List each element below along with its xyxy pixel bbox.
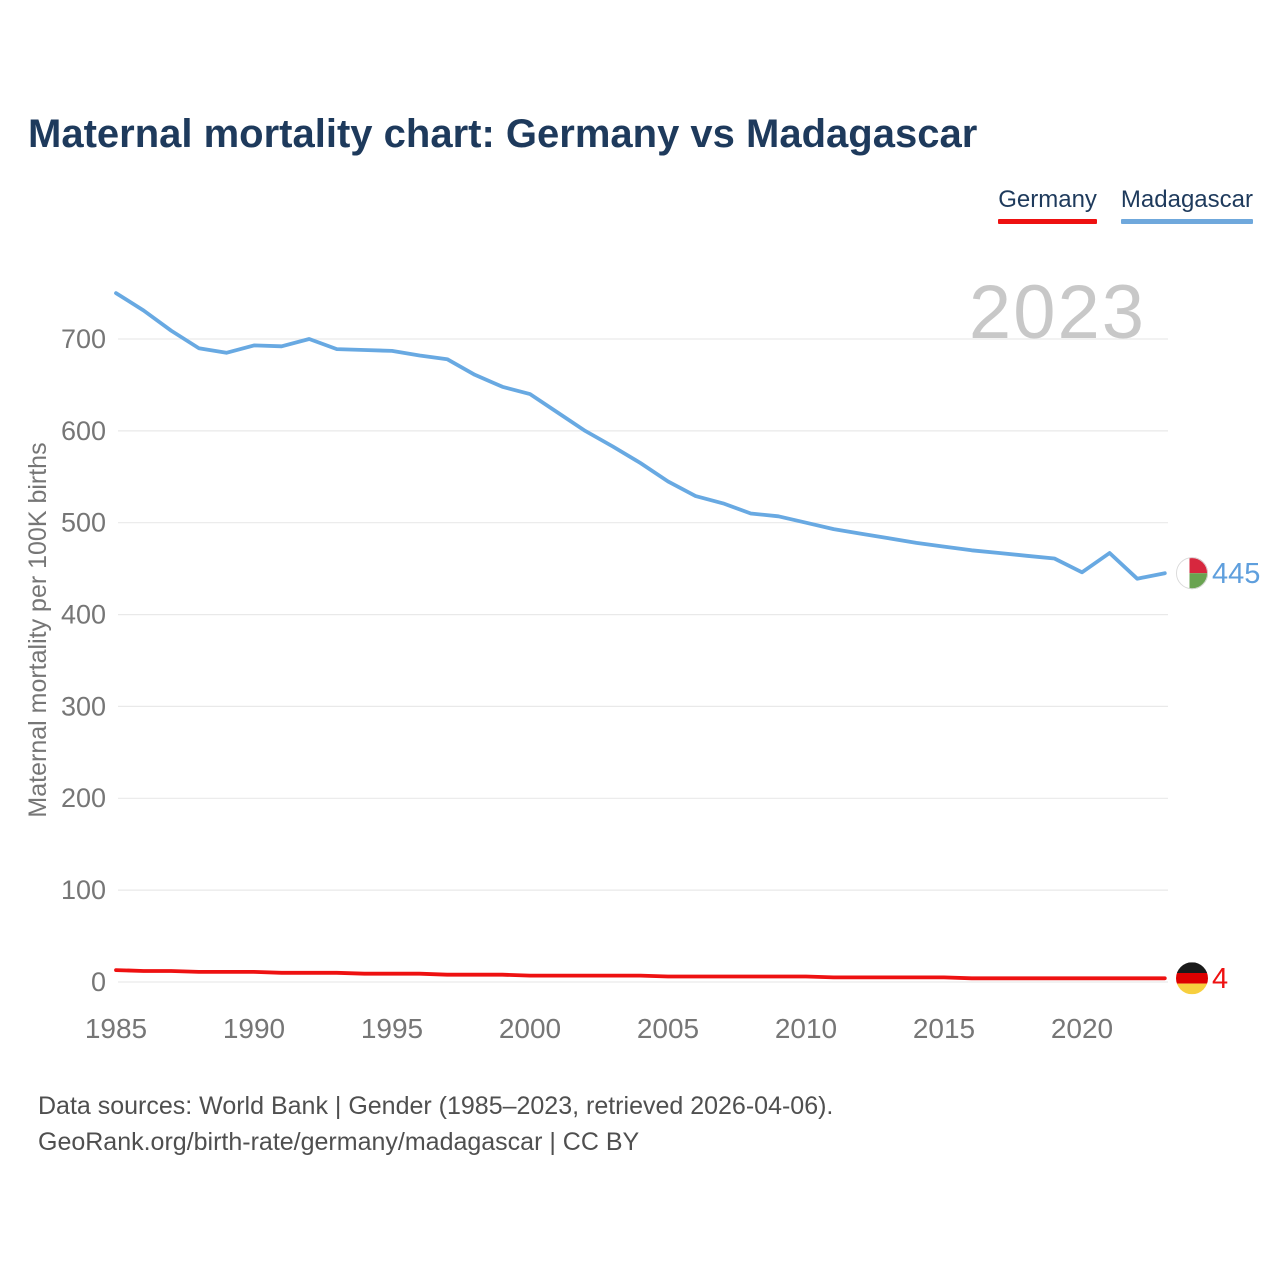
madagascar-line: [114, 291, 1167, 581]
x-tick-label: 2020: [1051, 1013, 1113, 1044]
y-tick-label: 0: [91, 967, 106, 997]
footer: Data sources: World Bank | Gender (1985–…: [38, 1088, 833, 1160]
germany-line: [114, 968, 1167, 981]
germany-color-swatch: [998, 219, 1097, 224]
legend-label-madagascar: Madagascar: [1120, 186, 1253, 213]
page-title: Maternal mortality chart: Germany vs Mad…: [28, 112, 978, 156]
madagascar-flag-icon: [1176, 557, 1208, 590]
year-watermark: 2023: [969, 270, 1146, 355]
x-tick-label: 2005: [637, 1013, 699, 1044]
legend-label-germany: Germany: [998, 186, 1097, 213]
legend-item-madagascar[interactable]: Madagascar: [1120, 186, 1253, 224]
y-tick-label: 400: [61, 600, 106, 630]
y-tick-label: 200: [61, 783, 106, 813]
y-tick-label: 300: [61, 691, 106, 721]
y-tick-label: 500: [61, 508, 106, 538]
legend-item-germany[interactable]: Germany: [998, 186, 1097, 224]
x-tick-label: 1990: [223, 1013, 285, 1044]
data-sources-text: Data sources: World Bank | Gender (1985–…: [38, 1092, 834, 1120]
y-tick-label: 700: [61, 324, 106, 354]
x-tick-label: 2000: [499, 1013, 561, 1044]
y-axis-label: Maternal mortality per 100K births: [24, 442, 52, 817]
x-tick-label: 1995: [361, 1013, 423, 1044]
x-tick-label: 2010: [775, 1013, 837, 1044]
legend: Germany Madagascar: [998, 186, 1253, 224]
attribution-text: GeoRank.org/birth-rate/germany/madagasca…: [38, 1128, 640, 1156]
germany-end-value: 4: [1212, 963, 1228, 995]
y-tick-label: 600: [61, 416, 106, 446]
germany-flag-icon: [1176, 962, 1208, 995]
madagascar-color-swatch: [1120, 219, 1253, 224]
madagascar-end-value: 445: [1212, 558, 1260, 590]
x-tick-label: 2015: [913, 1013, 975, 1044]
y-tick-label: 100: [61, 875, 106, 905]
x-tick-label: 1985: [85, 1013, 147, 1044]
